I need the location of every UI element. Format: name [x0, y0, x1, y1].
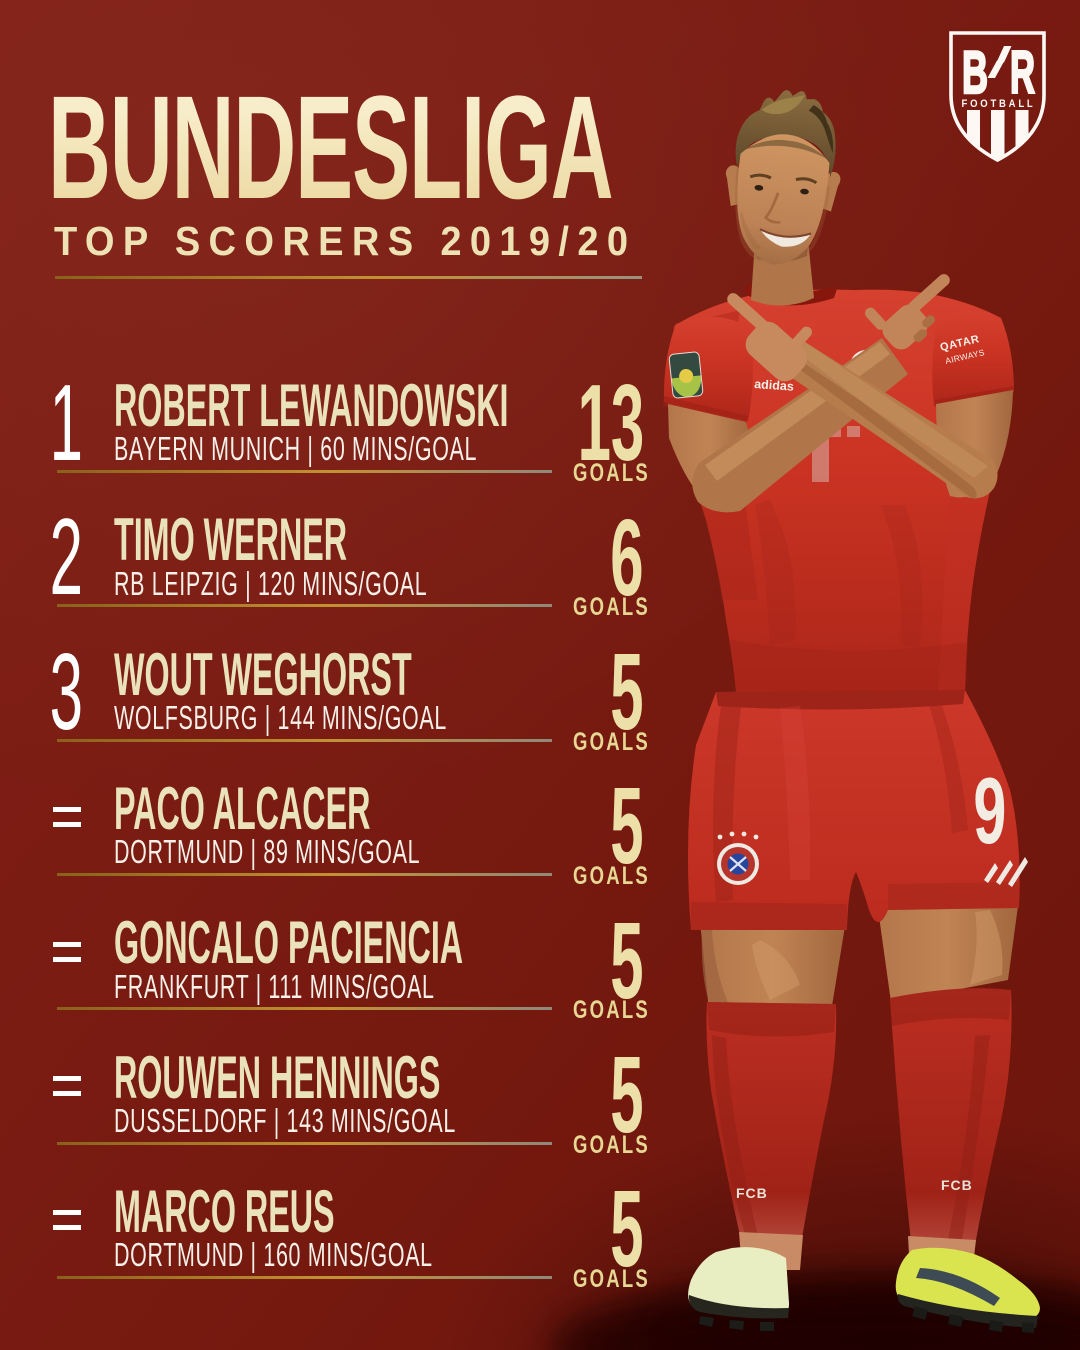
svg-text:FCB: FCB	[941, 1177, 973, 1193]
svg-text:B: B	[962, 39, 988, 106]
svg-text:FCB: FCB	[736, 1185, 768, 1201]
svg-text:FOOTBALL: FOOTBALL	[962, 98, 1036, 110]
svg-text:R: R	[1010, 39, 1035, 106]
svg-text:9: 9	[973, 758, 1006, 863]
